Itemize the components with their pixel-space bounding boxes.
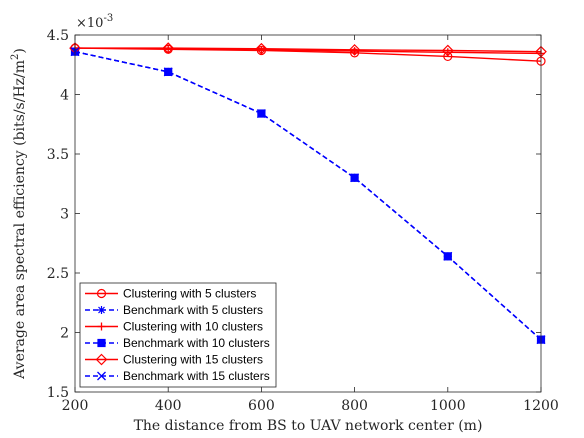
- y-axis-label-close: ): [12, 48, 28, 53]
- legend-marker: [97, 338, 106, 348]
- y-axis-label: Average area spectral efficiency (bits/s…: [10, 48, 28, 380]
- series-6-point: [256, 109, 266, 118]
- legend-entry-4: Benchmark with 10 clusters: [85, 336, 270, 350]
- legend-marker: [97, 322, 106, 331]
- legend-entry-2: Benchmark with 5 clusters: [85, 303, 263, 317]
- series-5-line: [75, 47, 542, 53]
- x-axis-label: The distance from BS to UAV network cent…: [134, 418, 483, 434]
- legend-label: Benchmark with 15 clusters: [123, 369, 270, 383]
- y-tick-label: 1.5: [47, 385, 69, 401]
- series-5-point: [162, 42, 175, 54]
- legend-marker: [96, 288, 107, 299]
- y-tick-label: 2.5: [47, 266, 69, 282]
- series-3-point: [257, 45, 266, 54]
- series-6-point: [443, 251, 453, 261]
- legend-entry-5: Clustering with 15 clusters: [85, 353, 263, 367]
- series-6-point: [350, 173, 360, 183]
- axes-layer: 200 400 600 800 1000 1200 1.5 2 2.5 3 3.5 4 4.5: [47, 28, 559, 414]
- legend-label: Clustering with 5 clusters: [123, 287, 256, 301]
- x-tick-label: 600: [248, 398, 275, 414]
- x-tick-label: 200: [62, 398, 89, 414]
- legend-label: Benchmark with 10 clusters: [123, 336, 270, 350]
- series-5-point: [348, 44, 361, 56]
- x-tick-label: 1000: [430, 398, 466, 414]
- legend-box: [79, 282, 277, 388]
- y-tick-label: 4: [60, 88, 69, 104]
- legend-marker: [97, 306, 106, 314]
- legend-marker: [97, 371, 106, 381]
- x-tick-label: 800: [341, 398, 368, 414]
- legend-label: Benchmark with 5 clusters: [123, 303, 263, 317]
- y-axis-label-main: Average area spectral efficiency (bits/s…: [12, 60, 28, 380]
- series-5-point: [255, 42, 268, 55]
- legend-label: Clustering with 15 clusters: [123, 353, 263, 367]
- legend: Clustering with 5 clusters Benchmark with…: [79, 282, 277, 388]
- series-5-point: [441, 44, 454, 57]
- y-tick-label: 2: [60, 326, 69, 342]
- y-multiplier-base: ×10: [76, 16, 103, 31]
- x-tick-label: 1200: [523, 398, 559, 414]
- legend-entry-3: Clustering with 10 clusters: [85, 320, 263, 334]
- legend-marker: [95, 353, 108, 366]
- y-multiplier-exp: -3: [103, 13, 113, 24]
- series-3-point: [350, 47, 359, 56]
- x-tick-label: 400: [155, 398, 182, 414]
- y-tick-label: 3.5: [47, 147, 69, 163]
- legend-label: Clustering with 10 clusters: [123, 320, 263, 334]
- legend-entry-6: Benchmark with 15 clusters: [85, 369, 270, 383]
- y-multiplier-label: ×10-3: [76, 13, 113, 31]
- y-tick-label: 4.5: [47, 28, 69, 44]
- y-tick-label: 3: [60, 207, 69, 223]
- legend-entry-1: Clustering with 5 clusters: [85, 287, 256, 301]
- y-axis-label-sup: 2: [10, 54, 21, 60]
- series-6-point: [163, 67, 173, 77]
